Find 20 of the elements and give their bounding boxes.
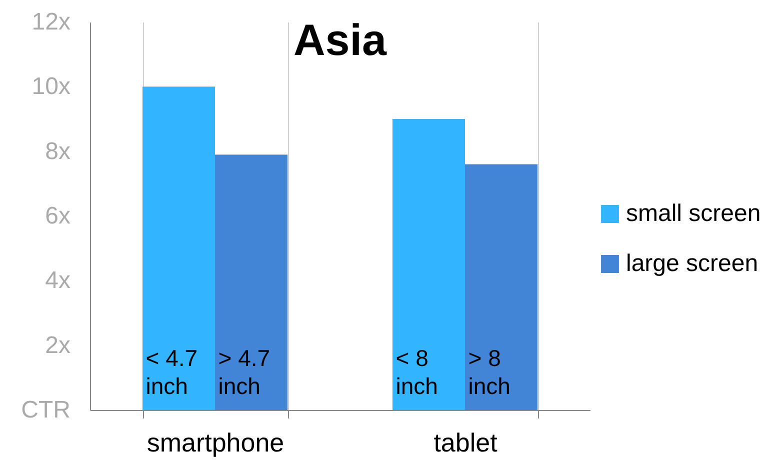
legend-label: large screen <box>626 250 758 277</box>
annotation: > 4.7 inch <box>218 345 270 399</box>
bar <box>392 119 465 410</box>
y-tick-label: 2x <box>45 332 70 359</box>
y-tick-label: 4x <box>45 267 70 294</box>
y-tick-label: 12x <box>32 8 70 36</box>
x-tick-label: tablet <box>434 428 498 458</box>
annotation: < 8 inch <box>396 345 438 399</box>
chart-title: Asia <box>294 16 387 65</box>
legend-label: small screen <box>626 200 761 227</box>
bar <box>465 164 538 410</box>
x-tick-label: smartphone <box>146 428 284 458</box>
y-tick-label: 10x <box>32 73 70 100</box>
bar <box>142 86 215 410</box>
y-tick-label: 6x <box>45 202 70 230</box>
y-tick-label: CTR <box>21 396 70 424</box>
bar <box>215 154 288 410</box>
y-tick-label: 8x <box>45 138 70 165</box>
annotation: > 8 inch <box>468 345 510 399</box>
annotation: < 4.7 inch <box>146 345 198 399</box>
